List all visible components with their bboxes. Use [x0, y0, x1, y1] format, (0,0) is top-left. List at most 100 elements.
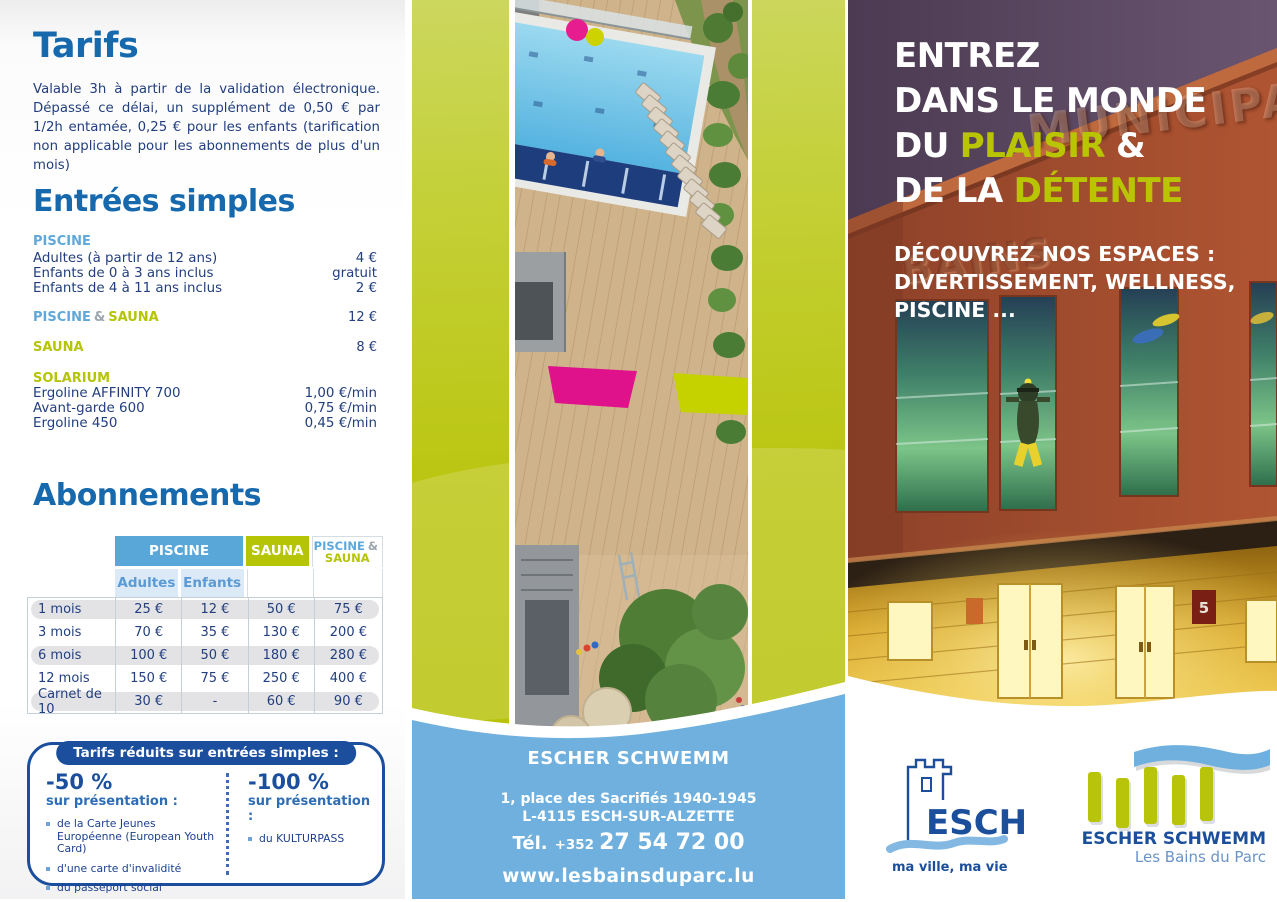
subheader-enfants: Enfants — [180, 569, 247, 597]
price-row: Avant-garde 600 0,75 €/min — [33, 401, 377, 416]
reduction-percent: -100 % — [248, 770, 329, 794]
phone-line: Tél. +352 27 54 72 00 — [412, 830, 845, 855]
phone-prefix: +352 — [554, 837, 595, 853]
row-label: 1 mois — [38, 602, 82, 617]
esch-tower-icon: ESCH — [886, 758, 1027, 853]
table-subheader-row: Adultes Enfants — [115, 569, 383, 597]
reduced-rates-title: Tarifs réduits sur entrées simples : — [56, 741, 356, 765]
cell: 30 € — [115, 690, 181, 713]
list-item: de la Carte Jeunes Européenne (European … — [46, 817, 216, 856]
headline-line3: DU PLAISIR & — [894, 126, 1146, 166]
price-row: Ergoline 450 0,45 €/min — [33, 416, 377, 431]
table-header-row: PISCINE SAUNA PISCINE & SAUNA — [115, 536, 383, 569]
cell: 280 € — [313, 644, 382, 667]
cell: 25 € — [115, 598, 181, 621]
cover-headline: ENTREZ DANS LE MONDE DU PLAISIR & DE LA DÉT… — [894, 34, 1207, 214]
schwemm-logo-icon: ESCHER SCHWEMM Les Bains du Parc — [1082, 745, 1272, 866]
subheadline-line2: DIVERTISSEMENT, WELLNESS, — [894, 270, 1236, 294]
price-label: Ergoline AFFINITY 700 — [33, 386, 181, 401]
entrees-simples-title: Entrées simples — [33, 184, 295, 219]
price-value: 0,75 €/min — [304, 401, 377, 416]
header-piscine: PISCINE — [115, 536, 247, 569]
price-row: Enfants de 0 à 3 ans inclus gratuit — [33, 266, 377, 281]
website-link[interactable]: www.lesbainsduparc.lu — [502, 866, 755, 887]
cover-subheadline: DÉCOUVREZ NOS ESPACES : DIVERTISSEMENT, … — [894, 240, 1235, 324]
address-line1: 1, place des Sacrifiés 1940-1945 — [500, 791, 757, 807]
schwemm-subtitle: Les Bains du Parc — [1135, 848, 1266, 866]
row-label: 12 mois — [38, 671, 90, 686]
cell: 150 € — [115, 667, 181, 690]
list-item: d'une carte d'invalidité — [46, 862, 216, 876]
cover-panel: 5 MUNICIPAUX BAINS ENTREZ DANS LE MONDE … — [848, 0, 1277, 899]
reduction-subtitle: sur présentation : — [46, 794, 178, 809]
pool-photo-illustration — [473, 0, 754, 757]
subheadline-line1: DÉCOUVREZ NOS ESPACES : — [894, 242, 1216, 266]
table-body: 1 mois 25 € 12 € 50 € 75 € 3 mois 70 € 3… — [27, 597, 383, 717]
sauna-section-label: SAUNA — [33, 340, 84, 355]
header-sauna: SAUNA — [246, 536, 312, 569]
price-label: Adultes (à partir de 12 ans) — [33, 251, 218, 266]
cell: 70 € — [115, 621, 181, 644]
reduction-50: -50 % sur présentation : de la Carte Jeu… — [46, 771, 216, 902]
cell: 90 € — [313, 690, 382, 713]
list-item: du passeport social — [46, 881, 216, 895]
price-value: 4 € — [355, 251, 377, 266]
cell: 400 € — [313, 667, 382, 690]
subheader-empty — [246, 569, 314, 597]
escher-schwemm-logo: ESCHER SCHWEMM Les Bains du Parc — [1074, 734, 1272, 878]
cell: 75 € — [313, 598, 382, 621]
cell: 35 € — [181, 621, 247, 644]
pool-aerial-photo — [473, 0, 754, 757]
cell: 50 € — [181, 644, 247, 667]
price-value: 1,00 €/min — [304, 386, 377, 401]
price-value: 2 € — [355, 281, 377, 296]
cell: 200 € — [313, 621, 382, 644]
mural-swimmer-kid — [1006, 378, 1050, 467]
reduction-percent: -50 % — [46, 770, 113, 794]
phone-label: Tél. — [512, 833, 548, 854]
price-label: Ergoline 450 — [33, 416, 118, 431]
schwemm-wordmark: ESCHER SCHWEMM — [1082, 829, 1266, 849]
cell: 12 € — [181, 598, 247, 621]
abonnements-title: Abonnements — [33, 478, 262, 513]
price-label: Avant-garde 600 — [33, 401, 145, 416]
combo-label: PISCINE & SAUNA — [33, 310, 159, 325]
tarifs-title: Tarifs — [33, 26, 139, 66]
header-piscine-sauna: PISCINE & SAUNA — [311, 536, 383, 567]
piscine-sauna-row: PISCINE & SAUNA 12 € — [33, 310, 377, 325]
subscriptions-table: PISCINE SAUNA PISCINE & SAUNA Adultes Enf… — [27, 536, 383, 717]
esch-tagline: ma ville, ma vie — [892, 860, 1008, 875]
table-row: 3 mois 70 € 35 € 130 € 200 € — [28, 621, 382, 644]
row-label: Carnet de 10 — [38, 686, 102, 717]
door-sign-number: 5 — [1199, 599, 1209, 617]
price-row: Adultes (à partir de 12 ans) 4 € — [33, 251, 377, 266]
esch-city-logo: ESCH ma ville, ma vie — [870, 752, 1030, 875]
dotted-divider — [226, 773, 229, 875]
cell: 250 € — [247, 667, 314, 690]
price-label: Enfants de 0 à 3 ans inclus — [33, 266, 214, 281]
row-label: 3 mois — [38, 625, 82, 640]
headline-line2: DANS LE MONDE — [894, 81, 1207, 121]
sauna-row: SAUNA 8 € — [33, 340, 377, 355]
blue-wave-section-top — [412, 682, 845, 899]
row-label: 6 mois — [38, 648, 82, 663]
subheader-empty — [313, 569, 383, 597]
cell: 75 € — [181, 667, 247, 690]
list-item: du KULTURPASS — [248, 832, 373, 846]
cell: 60 € — [247, 690, 314, 713]
esch-wordmark: ESCH — [926, 803, 1027, 843]
price-row: Enfants de 4 à 11 ans inclus 2 € — [33, 281, 377, 296]
piscine-section-label: PISCINE — [33, 234, 91, 249]
table-row: 12 mois 150 € 75 € 250 € 400 € — [28, 667, 382, 690]
center-panel: ESCHER SCHWEMM 1, place des Sacrifiés 19… — [412, 0, 845, 899]
table-row: 1 mois 25 € 12 € 50 € 75 € — [28, 598, 382, 621]
price-value: 0,45 €/min — [304, 416, 377, 431]
table-row: Carnet de 10 30 € - 60 € 90 € — [28, 686, 382, 717]
subheader-adultes: Adultes — [115, 569, 181, 597]
cell: 180 € — [247, 644, 314, 667]
tarifs-note: Valable 3h à partir de la validation éle… — [33, 82, 380, 173]
building-night-photo: 5 — [848, 0, 1277, 716]
price-row: Ergoline AFFINITY 700 1,00 €/min — [33, 386, 377, 401]
cell: 130 € — [247, 621, 314, 644]
